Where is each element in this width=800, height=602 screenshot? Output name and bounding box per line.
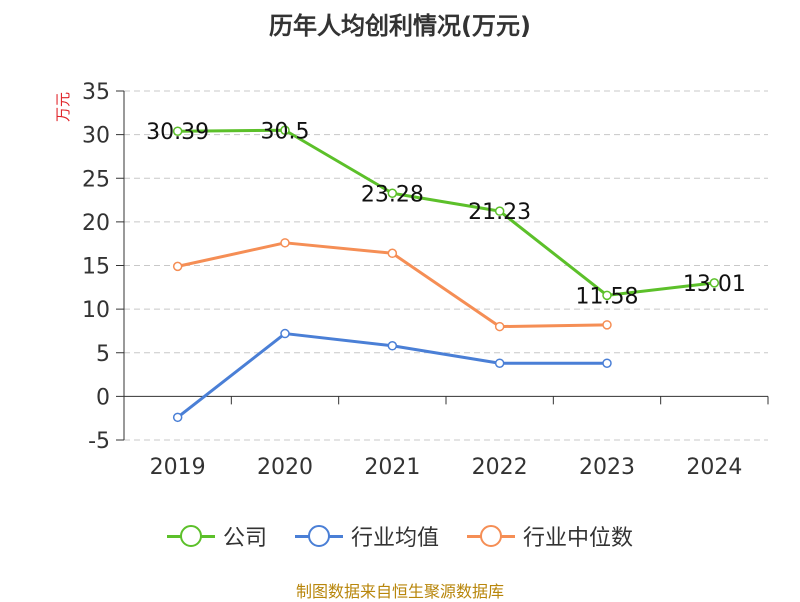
legend-marker-icon [166, 525, 215, 547]
data-label: 30.5 [261, 119, 310, 144]
x-tick-label: 2020 [257, 455, 313, 480]
data-point [280, 238, 290, 248]
data-label: 21.23 [468, 200, 531, 225]
data-point [709, 278, 720, 288]
data-label: 13.01 [683, 272, 746, 297]
data-label: 30.39 [146, 120, 209, 145]
data-point [602, 290, 612, 301]
data-point [494, 358, 505, 368]
data-point [494, 321, 505, 332]
data-point [602, 320, 612, 330]
y-tick-label: 0 [96, 385, 110, 410]
y-tick-label: 25 [82, 167, 110, 192]
y-tick-label: 15 [82, 255, 110, 280]
x-tick-label: 2023 [579, 455, 635, 480]
x-tick-label: 2022 [472, 455, 528, 480]
legend-item-industry-mean[interactable]: 行业均值 [294, 520, 439, 552]
legend-item-company[interactable]: 公司 [166, 520, 267, 552]
x-tick-label: 2024 [686, 455, 742, 480]
data-label: 11.58 [576, 284, 639, 309]
data-point [172, 412, 183, 423]
legend-label-industry-mean: 行业均值 [350, 526, 439, 551]
data-label: 23.28 [361, 182, 424, 207]
x-tick-label: 2021 [364, 455, 420, 480]
source-note: 制图数据来自恒生聚源数据库 [295, 582, 504, 601]
y-tick-label: 20 [82, 211, 110, 236]
data-point [280, 328, 290, 339]
series-line-0 [177, 128, 715, 297]
data-point [387, 341, 398, 351]
chart-title: 历年人均创利情况(万元) [269, 12, 531, 40]
data-point [602, 358, 612, 368]
y-tick-label: 5 [96, 342, 110, 367]
legend-marker-icon [467, 525, 515, 547]
y-tick-label: 10 [82, 298, 110, 323]
data-point [172, 261, 183, 272]
legend: 公司 行业均值 行业中位数 [0, 520, 800, 552]
legend-label-company: 公司 [222, 526, 267, 551]
y-tick-label: -5 [88, 429, 110, 454]
y-tick-label: 30 [82, 124, 110, 149]
data-point [387, 188, 398, 199]
data-point [387, 248, 398, 259]
data-point [280, 125, 290, 136]
legend-marker-icon [294, 525, 343, 547]
legend-item-industry-median[interactable]: 行业中位数 [467, 520, 633, 552]
legend-label-industry-median: 行业中位数 [523, 526, 634, 551]
data-point [494, 206, 505, 216]
y-tick-label: 35 [82, 80, 110, 105]
data-point [172, 126, 183, 136]
x-tick-label: 2019 [150, 455, 206, 480]
